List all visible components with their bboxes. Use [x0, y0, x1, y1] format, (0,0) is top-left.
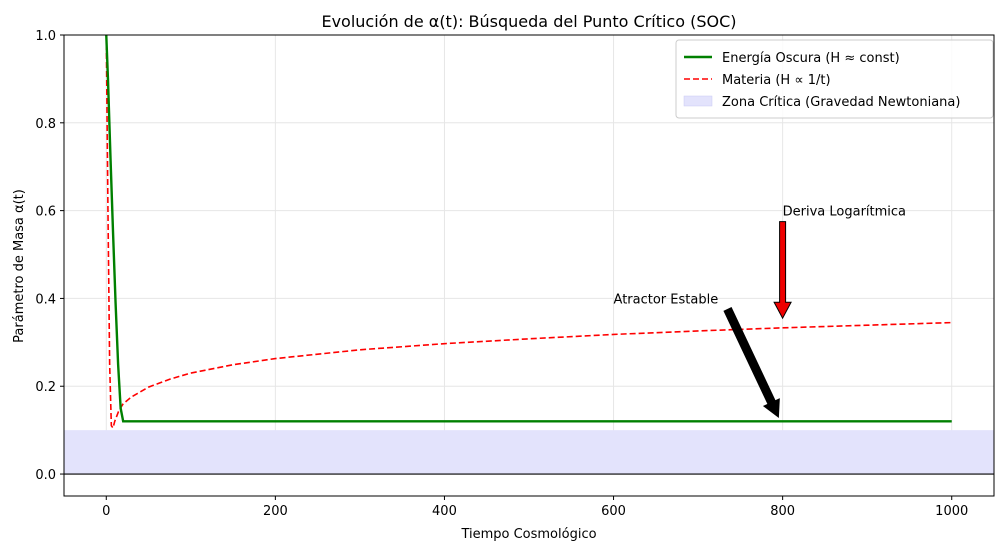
- y-axis-ticks: 0.0 0.2 0.4 0.6 0.8 1.0: [35, 29, 64, 483]
- y-tick-label: 1.0: [35, 29, 56, 44]
- x-axis-ticks: 0 200 400 600 800 1000: [102, 496, 968, 519]
- y-tick-label: 0.8: [35, 117, 56, 132]
- x-tick-label: 600: [601, 504, 626, 519]
- annotation-deriva-arrow: [773, 221, 792, 320]
- legend-box: [675, 39, 994, 119]
- x-tick-label: 400: [432, 504, 457, 519]
- y-tick-label: 0.6: [35, 205, 56, 220]
- legend-entry-zona-critica-swatch: [683, 95, 713, 107]
- annotation-atractor-text: Atractor Estable: [614, 292, 719, 307]
- y-tick-label: 0.4: [35, 292, 56, 307]
- chart-title: Evolución de α(t): Búsqueda del Punto Cr…: [321, 12, 736, 31]
- x-tick-label: 800: [770, 504, 795, 519]
- y-tick-label: 0.2: [35, 380, 56, 395]
- series-lines: [105, 35, 952, 430]
- legend: Energía Oscura (H ≈ const) Materia (H ∝ 1…: [675, 39, 994, 119]
- y-tick-label: 0.0: [35, 468, 56, 483]
- legend-entry-zona-critica-label: Zona Crítica (Gravedad Newtoniana): [722, 95, 960, 110]
- x-axis-label: Tiempo Cosmológico: [460, 527, 596, 542]
- plot-frame: [63, 34, 995, 497]
- critical-zone-fill: [64, 430, 994, 475]
- below-zero-area: [64, 474, 994, 496]
- annotation-deriva-text: Deriva Logarítmica: [783, 205, 906, 220]
- series-line-materia: [105, 35, 952, 430]
- x-tick-label: 200: [263, 504, 288, 519]
- series-line-energia-oscura: [105, 35, 952, 423]
- critical-zone-region: [64, 430, 994, 496]
- annotation-atractor-arrow: [723, 307, 780, 418]
- x-tick-label: 1000: [935, 504, 968, 519]
- legend-entry-energia-oscura-label: Energía Oscura (H ≈ const): [722, 51, 900, 66]
- legend-entry-materia-label: Materia (H ∝ 1/t): [722, 73, 831, 88]
- y-axis-label: Parámetro de Masa α(t): [12, 189, 27, 343]
- annotations: Deriva Logarítmica Atractor Estable: [614, 205, 906, 418]
- x-tick-label: 0: [102, 504, 110, 519]
